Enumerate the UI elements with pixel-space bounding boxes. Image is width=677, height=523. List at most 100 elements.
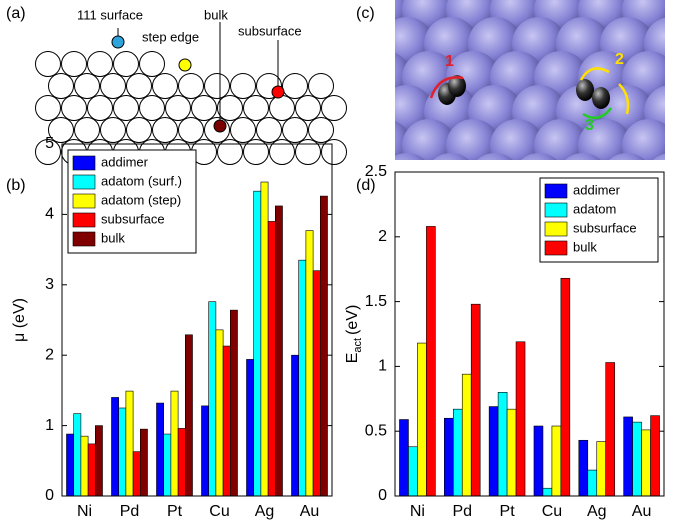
y-axis-label: μ (eV) — [11, 298, 28, 342]
schematic — [36, 52, 347, 165]
y-tick-label: 1 — [378, 358, 387, 375]
bar — [462, 374, 471, 496]
atom — [101, 74, 126, 99]
legend: addimeradatomsubsurfacebulk — [540, 178, 658, 262]
atom — [283, 74, 308, 99]
atom — [244, 140, 269, 165]
bar — [185, 335, 192, 496]
bar — [313, 271, 320, 496]
bar — [223, 346, 230, 496]
bar — [247, 359, 254, 496]
bar — [292, 355, 299, 496]
atom — [309, 118, 334, 143]
y-tick-label: 1 — [45, 417, 54, 434]
y-tick-label: 2 — [378, 228, 387, 245]
bar — [119, 408, 126, 496]
bar — [171, 391, 178, 496]
bar — [579, 440, 588, 496]
bar — [112, 397, 119, 496]
label-main: E — [344, 353, 361, 364]
bar — [426, 226, 435, 496]
surface-atom — [424, 153, 478, 207]
atom — [270, 96, 295, 121]
atom-bulk — [214, 120, 226, 132]
atom — [322, 96, 347, 121]
atom — [140, 96, 165, 121]
y-tick-label: 0 — [45, 487, 54, 504]
legend-swatch — [545, 203, 567, 217]
carbon — [592, 87, 610, 109]
bar — [633, 422, 642, 496]
atom — [231, 118, 256, 143]
bar — [408, 447, 417, 496]
atom — [75, 118, 100, 143]
legend-swatch — [545, 222, 567, 236]
panel-label: (c) — [356, 5, 375, 22]
y-tick-label: 3 — [45, 276, 54, 293]
surface-atom — [666, 0, 677, 37]
bar — [642, 430, 651, 496]
bar — [561, 278, 570, 496]
path-label: 3 — [585, 117, 594, 134]
y-axis-label: Eact(eV) — [344, 305, 364, 364]
atom — [75, 74, 100, 99]
atom — [101, 118, 126, 143]
y-tick-label: 2.5 — [365, 163, 387, 180]
label: bulk — [204, 7, 228, 22]
atom — [153, 118, 178, 143]
legend-swatch — [73, 156, 95, 170]
bar — [88, 444, 95, 496]
legend-label: adatom — [573, 201, 616, 216]
bar — [74, 414, 81, 496]
atom — [36, 96, 61, 121]
bar — [444, 418, 453, 496]
atom — [270, 140, 295, 165]
x-tick-label: Pd — [120, 503, 140, 520]
bar — [216, 330, 223, 496]
atom — [114, 52, 139, 77]
legend-swatch — [73, 232, 95, 246]
x-tick-label: Pt — [500, 503, 516, 520]
atom — [192, 96, 217, 121]
bar — [140, 429, 147, 496]
atom-subsurface — [272, 86, 284, 98]
x-tick-label: Ag — [587, 503, 607, 520]
label: subsurface — [238, 23, 302, 38]
atom — [49, 74, 74, 99]
x-tick-label: Ag — [255, 503, 275, 520]
legend-swatch — [73, 194, 95, 208]
legend-swatch — [545, 184, 567, 198]
atom — [127, 118, 152, 143]
bar — [399, 420, 408, 496]
bar — [624, 417, 633, 496]
y-tick-label: 0 — [378, 487, 387, 504]
atom — [296, 96, 321, 121]
atom — [62, 96, 87, 121]
surface-atom — [666, 51, 677, 105]
legend-label: addimer — [101, 154, 149, 169]
bar — [453, 409, 462, 496]
bar — [489, 407, 498, 496]
bar — [471, 304, 480, 496]
y-tick-label: 0.5 — [365, 422, 387, 439]
bar — [299, 260, 306, 496]
surface-atom — [336, 85, 390, 139]
bar — [157, 403, 164, 496]
atom-step — [179, 59, 191, 71]
legend-label: adatom (step) — [101, 192, 181, 207]
atom — [244, 96, 269, 121]
atom-surface — [112, 36, 124, 48]
bar — [606, 363, 615, 496]
bar — [588, 470, 597, 496]
atom — [127, 74, 152, 99]
bar — [543, 488, 552, 496]
x-tick-label: Ni — [77, 503, 92, 520]
bar — [95, 426, 102, 496]
atom — [62, 52, 87, 77]
bar — [230, 310, 237, 496]
bar — [209, 302, 216, 496]
legend-label: subsurface — [573, 220, 637, 235]
bar — [651, 416, 660, 496]
surface-atom — [314, 119, 368, 173]
bar — [126, 391, 133, 496]
